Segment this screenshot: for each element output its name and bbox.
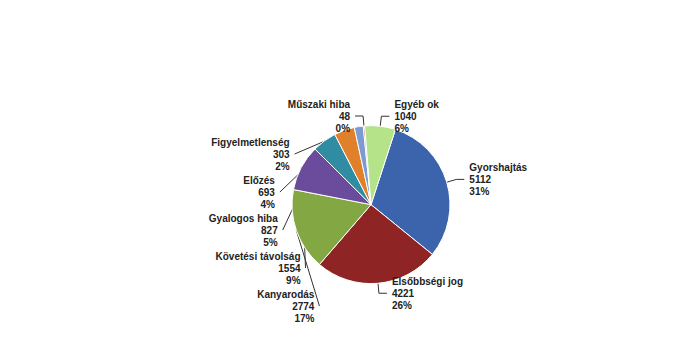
svg-text:26%: 26% [392, 300, 412, 311]
svg-text:17%: 17% [294, 313, 314, 324]
svg-text:Követési távolság: Követési távolság [215, 251, 300, 262]
svg-text:Műszaki hiba: Műszaki hiba [288, 99, 351, 110]
svg-text:9%: 9% [286, 275, 301, 286]
svg-text:Előzés: Előzés [243, 175, 275, 186]
svg-text:31%: 31% [469, 186, 489, 197]
svg-text:827: 827 [261, 225, 278, 236]
svg-text:0%: 0% [336, 123, 351, 134]
svg-text:5%: 5% [263, 237, 278, 248]
svg-text:48: 48 [339, 111, 351, 122]
svg-text:Kanyarodás: Kanyarodás [257, 289, 315, 300]
svg-text:1554: 1554 [278, 263, 301, 274]
svg-text:2774: 2774 [292, 301, 315, 312]
svg-text:Figyelmetlenség: Figyelmetlenség [211, 137, 289, 148]
svg-text:1040: 1040 [394, 111, 417, 122]
svg-text:6%: 6% [394, 123, 409, 134]
svg-text:693: 693 [258, 187, 275, 198]
svg-text:Gyalogos hiba: Gyalogos hiba [209, 213, 278, 224]
svg-text:Elsőbbségi jog: Elsőbbségi jog [392, 276, 463, 287]
svg-text:Egyéb ok: Egyéb ok [394, 99, 439, 110]
svg-text:5112: 5112 [469, 174, 491, 185]
svg-text:4221: 4221 [392, 288, 415, 299]
svg-text:2%: 2% [275, 161, 290, 172]
svg-text:4%: 4% [260, 199, 275, 210]
svg-text:Gyorshajtás: Gyorshajtás [469, 162, 527, 173]
svg-text:303: 303 [273, 149, 290, 160]
